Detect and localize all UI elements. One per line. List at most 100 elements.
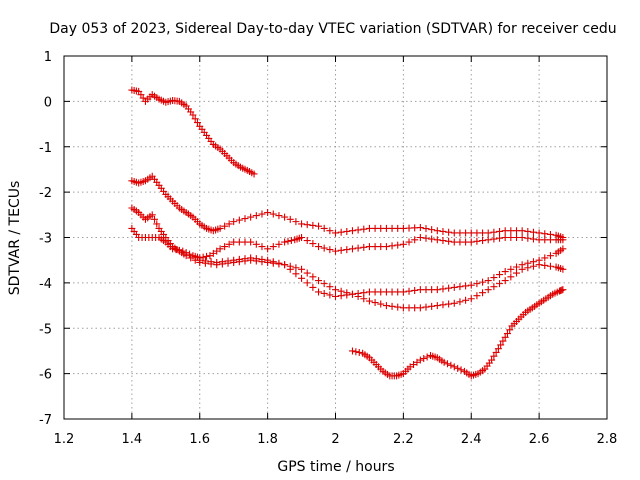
- data-point: [524, 234, 532, 242]
- data-point: [411, 286, 419, 294]
- data-point: [281, 238, 289, 246]
- series-sat-f: [348, 286, 567, 380]
- data-point: [352, 348, 360, 356]
- data-point: [247, 213, 255, 221]
- x-tick-label: 2.4: [461, 432, 482, 447]
- data-point: [348, 245, 356, 253]
- data-point: [216, 224, 224, 232]
- data-point: [490, 235, 498, 243]
- y-tick-label: -7: [39, 413, 52, 428]
- data-point: [241, 255, 249, 263]
- data-point: [507, 265, 515, 273]
- data-point: [230, 256, 238, 264]
- x-tick-label: 1.6: [189, 432, 210, 447]
- data-point: [445, 300, 453, 308]
- data-point: [189, 111, 197, 119]
- data-point: [399, 240, 407, 248]
- data-point: [457, 366, 465, 374]
- data-point: [439, 285, 447, 293]
- data-point: [535, 229, 543, 237]
- ticks: 1.2 1.4 1.6 1.8 2 2.2 2.4 2.6 2.8 1 0 -1 -2 -3 -4 -5 -6 -…: [39, 50, 617, 447]
- data-point: [388, 302, 396, 310]
- data-point: [225, 240, 233, 248]
- data-point: [450, 283, 458, 291]
- data-point: [541, 254, 549, 262]
- data-point: [284, 237, 292, 245]
- data-point: [179, 247, 187, 255]
- data-point: [490, 274, 498, 282]
- data-point: [382, 243, 390, 251]
- data-point: [303, 279, 311, 287]
- data-point: [360, 289, 368, 297]
- data-point: [201, 257, 209, 265]
- data-point: [298, 220, 306, 228]
- data-point: [423, 353, 431, 361]
- data-point: [193, 119, 201, 127]
- data-point: [172, 246, 180, 254]
- data-point: [467, 238, 475, 246]
- data-point: [422, 303, 430, 311]
- data-point: [355, 348, 363, 356]
- data-point: [298, 274, 306, 282]
- data-point: [433, 236, 441, 244]
- data-point: [221, 243, 229, 251]
- data-point: [479, 278, 487, 286]
- data-point: [416, 356, 424, 364]
- data-point: [501, 277, 509, 285]
- data-point: [343, 289, 351, 297]
- data-point: [250, 170, 258, 178]
- data-point: [499, 337, 507, 345]
- data-point: [169, 245, 177, 253]
- data-point: [394, 303, 402, 311]
- data-point: [501, 333, 509, 341]
- data-point: [309, 273, 317, 281]
- data-point: [394, 241, 402, 249]
- data-point: [292, 218, 300, 226]
- grid: [64, 56, 607, 419]
- data-point: [343, 246, 351, 254]
- x-tick-label: 1.4: [122, 432, 143, 447]
- data-point: [225, 220, 233, 228]
- data-point: [354, 226, 362, 234]
- y-tick-label: 0: [44, 95, 52, 110]
- data-point: [416, 234, 424, 241]
- data-point: [467, 281, 475, 289]
- data-point: [399, 288, 407, 296]
- data-point: [216, 245, 224, 253]
- data-point: [416, 304, 424, 312]
- data-point: [473, 292, 481, 300]
- data-point: [292, 264, 300, 272]
- data-point: [541, 261, 549, 269]
- x-tick-label: 2.8: [597, 432, 618, 447]
- data-point: [286, 215, 294, 223]
- data-point: [221, 222, 229, 230]
- data-point: [492, 348, 500, 356]
- data-point: [348, 227, 356, 235]
- data-point: [203, 252, 211, 260]
- data-point: [326, 246, 334, 254]
- data-point: [348, 347, 356, 355]
- data-point: [326, 283, 334, 291]
- data-point: [287, 237, 295, 245]
- data-point: [315, 222, 323, 230]
- data-point: [235, 216, 243, 224]
- data-point: [264, 245, 272, 253]
- y-axis-label: SDTVAR / TECUs: [7, 181, 23, 296]
- y-tick-label: -4: [39, 277, 52, 292]
- data-point: [235, 255, 243, 263]
- x-tick-label: 1.8: [257, 432, 278, 447]
- data-point: [303, 237, 311, 245]
- data-point: [186, 250, 194, 258]
- data-point: [191, 115, 199, 123]
- data-point: [258, 243, 266, 251]
- data-point: [320, 244, 328, 252]
- data-point: [546, 252, 554, 260]
- data-point: [320, 280, 328, 288]
- data-point: [365, 297, 373, 305]
- data-point: [337, 287, 345, 295]
- data-point: [332, 292, 339, 300]
- data-point: [433, 227, 441, 235]
- data-point: [518, 227, 526, 235]
- data-point: [518, 265, 526, 273]
- data-point: [269, 210, 277, 218]
